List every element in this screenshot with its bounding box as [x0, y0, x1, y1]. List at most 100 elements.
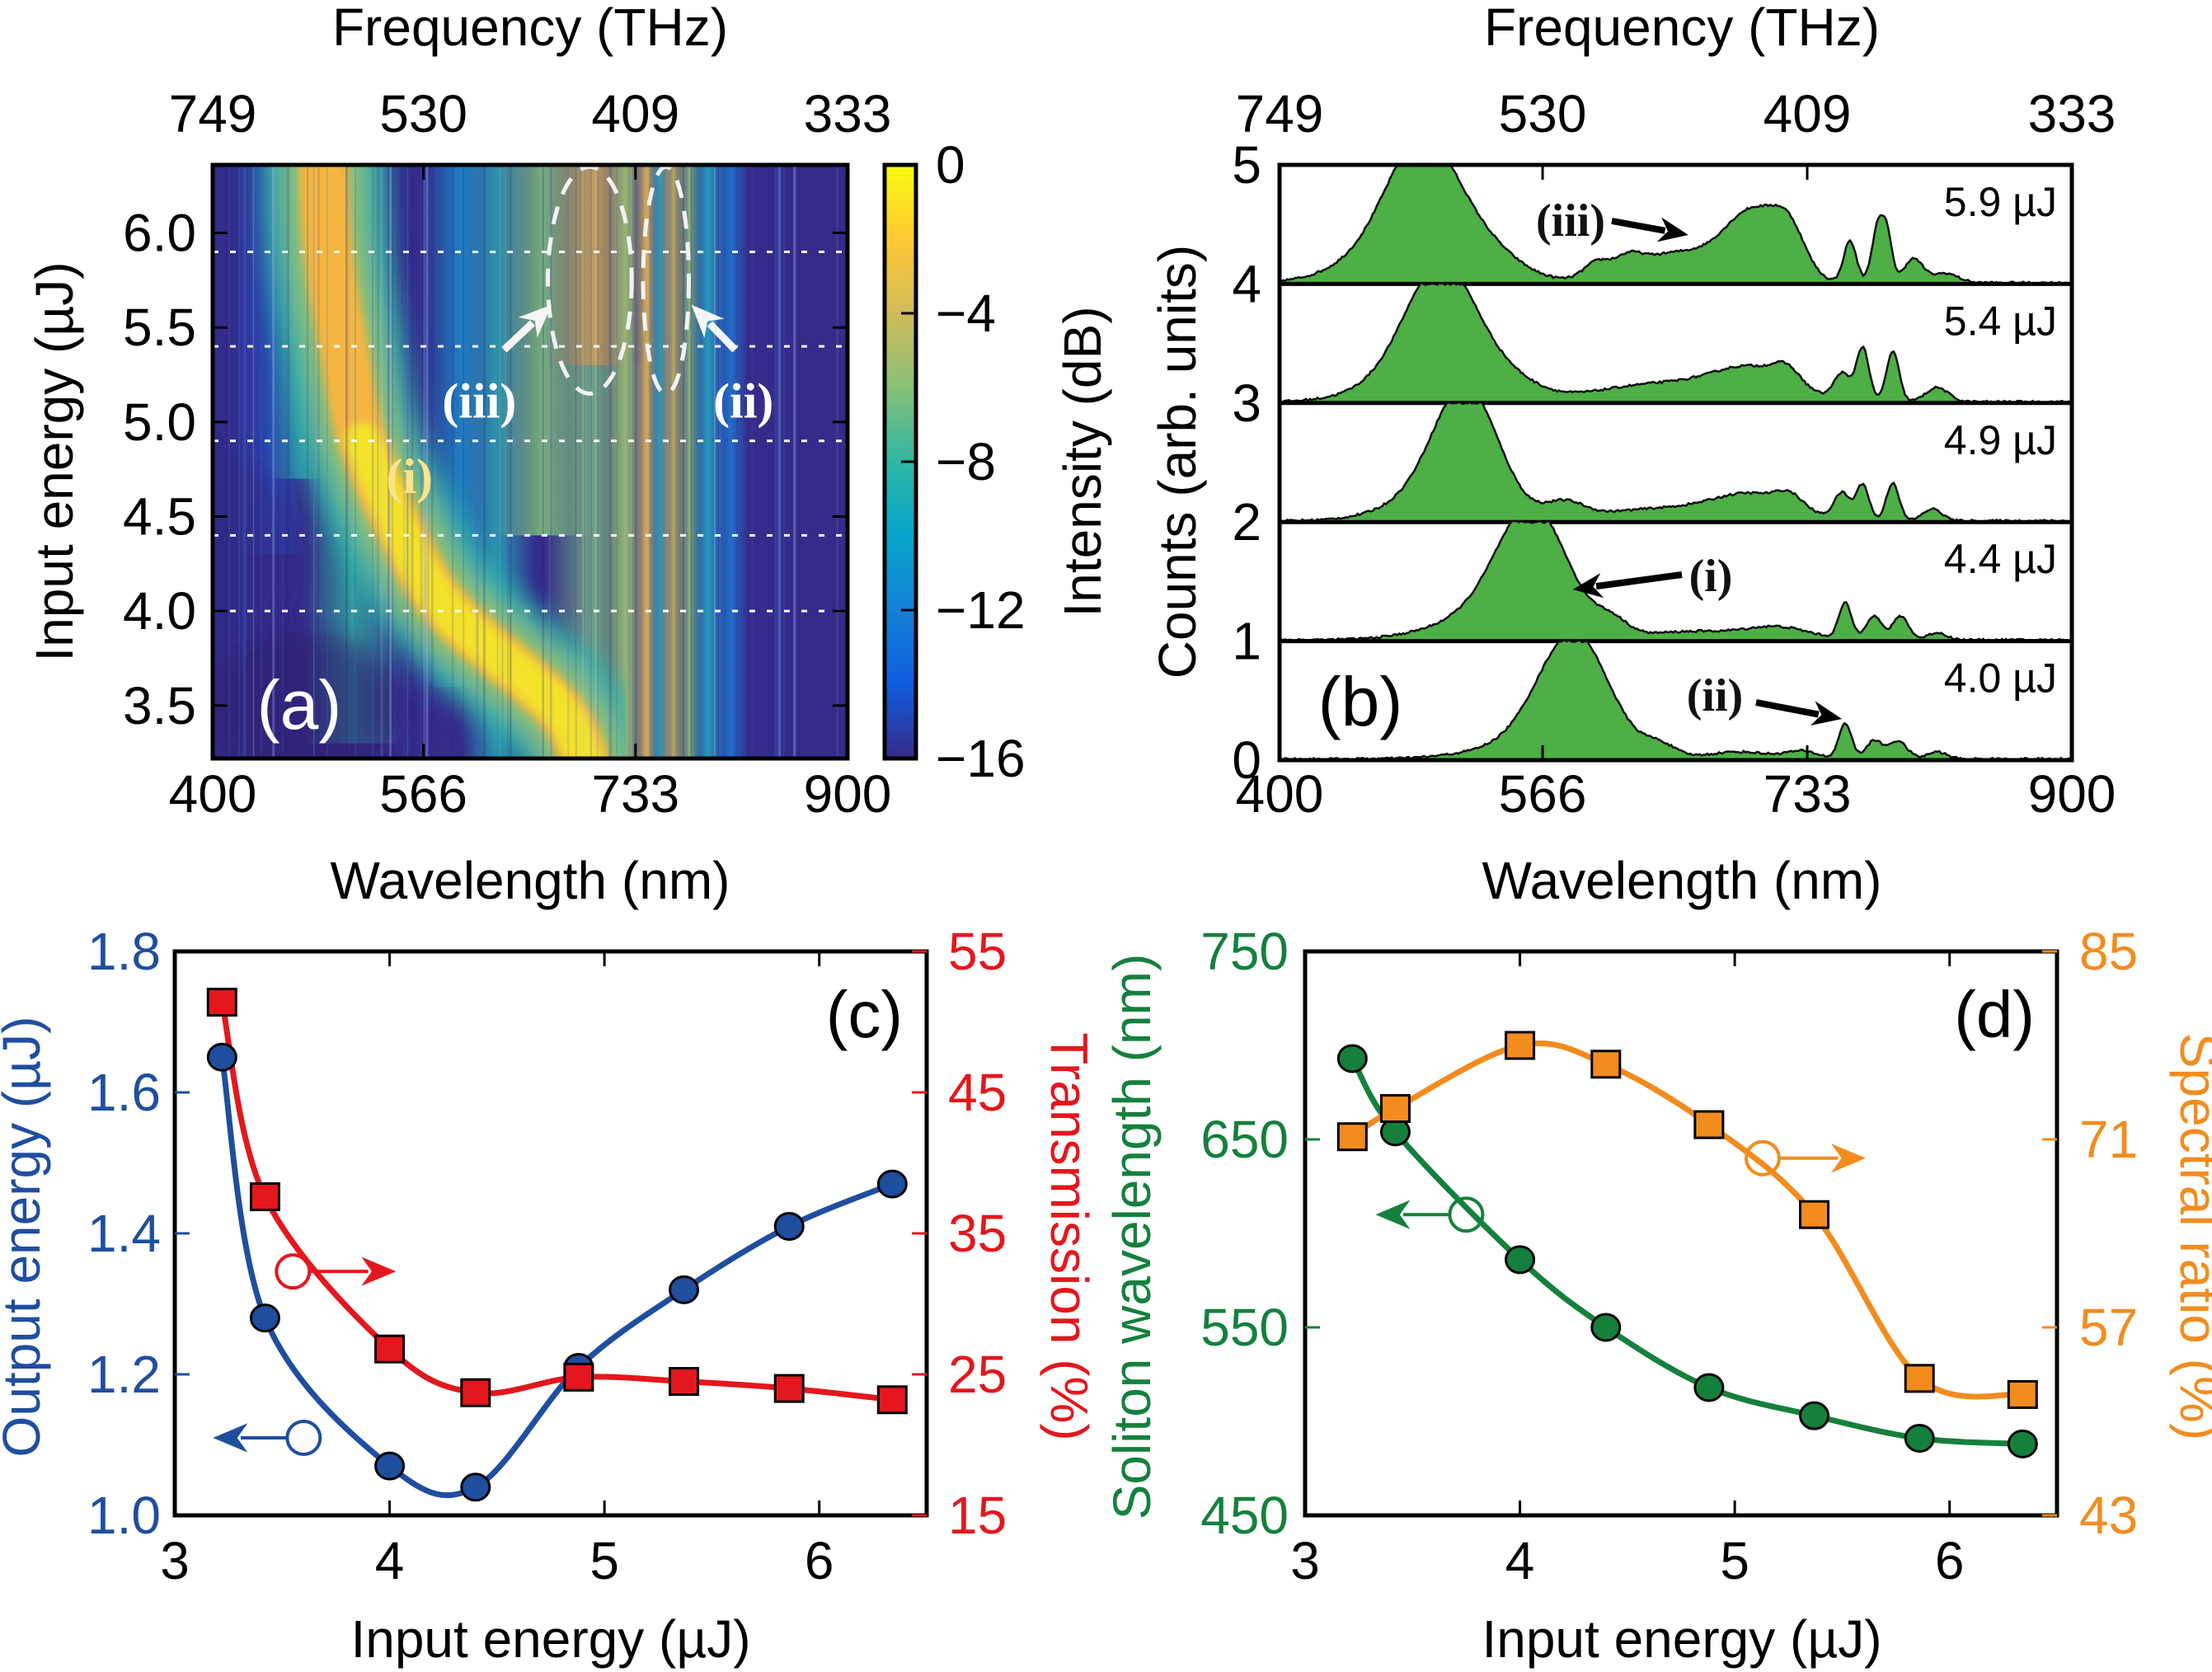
- annotation-label: (i): [386, 449, 433, 504]
- annotation-arrow-head: [691, 304, 725, 339]
- x-tick-label: 3: [1290, 1531, 1320, 1590]
- y-tick-label: 650: [1200, 1110, 1289, 1169]
- data-point-square: [374, 1334, 406, 1364]
- data-point-circle: [669, 1275, 700, 1304]
- data-point-circle: [1799, 1401, 1830, 1430]
- colorbar-title: Intensity (dB): [1053, 306, 1112, 617]
- series-label: 4.9 µJ: [1944, 417, 2057, 463]
- y-tick-label: 4.0: [123, 581, 196, 641]
- spectrum-fill: [1280, 402, 2072, 523]
- panel-d-ticks: 3 4 5 6 450 550 650 750 43 57 71 85: [1200, 922, 2138, 1590]
- x2-tick-label: 409: [1763, 84, 1852, 143]
- x-tick-label: 6: [1935, 1531, 1965, 1590]
- x-tick-label: 5: [1720, 1531, 1749, 1590]
- x-tick-label: 400: [169, 764, 257, 824]
- panel-c-x-axis-title: Input energy (µJ): [350, 1609, 750, 1669]
- y-tick-label: 1.4: [87, 1204, 161, 1263]
- annotation-arrow-head: [518, 304, 552, 338]
- data-point-circle: [460, 1472, 491, 1502]
- energy-guide-lines: [213, 250, 848, 613]
- colorbar-tick-label: −12: [936, 580, 1026, 640]
- data-point-square: [206, 988, 237, 1017]
- data-point-circle: [374, 1451, 406, 1481]
- axis-indicator-arrow-head: [1831, 1144, 1867, 1173]
- series-label: 4.0 µJ: [1944, 655, 2057, 702]
- annotation-arrows: [501, 304, 738, 353]
- heatmap-noise: [226, 165, 838, 759]
- x2-tick-label: 749: [1236, 84, 1324, 143]
- y-tick-label: 3.5: [123, 676, 196, 735]
- axis-indicator-circle: [275, 1253, 312, 1290]
- annotation-label: (ii): [713, 373, 773, 428]
- dark-pocket: [213, 631, 401, 759]
- colorbar-tick-label: −16: [936, 729, 1026, 788]
- annotation-arrow-head: [1810, 701, 1843, 726]
- series-line: [1350, 1057, 2023, 1447]
- series-label: 5.9 µJ: [1944, 179, 2057, 225]
- panel-a-annotations: (i)(iii) (ii): [386, 373, 773, 504]
- series-label: 5.4 µJ: [1944, 298, 2057, 344]
- axis-indicator-arrow-head: [1375, 1200, 1411, 1229]
- data-point-square: [249, 1182, 280, 1212]
- x2-tick-label: 333: [804, 84, 892, 143]
- panel-b-spectra: 400 749 566 530 733 409 900 333 0 1 2 3 4 5 5.9 µJ 5.4…: [1148, 0, 2116, 910]
- axis-indicator-circle: [285, 1419, 322, 1456]
- x-tick-label: 566: [379, 764, 467, 824]
- y-tick-label: 2: [1232, 492, 1261, 552]
- y-tick-label: 1.6: [87, 1063, 161, 1122]
- data-point-square: [1693, 1110, 1725, 1139]
- soliton-band-core-yellow: [344, 422, 603, 759]
- panel-d-label: (d): [1954, 978, 2035, 1051]
- y-tick-label: 0: [1232, 730, 1261, 790]
- annotation-arrow-head: [1572, 573, 1604, 599]
- spectrum-line: [1279, 519, 2071, 642]
- panel-c-plot: [206, 988, 908, 1502]
- panel-a-frequency-axis-title: Frequency (THz): [332, 0, 728, 57]
- panel-d-frame: [1303, 949, 2059, 1518]
- y-tick-label: 1.8: [87, 922, 161, 981]
- y2-tick-label: 35: [948, 1204, 1007, 1263]
- data-point-circle: [773, 1211, 805, 1241]
- y-tick-label: 4.5: [123, 486, 196, 546]
- y-tick-label: 3: [1232, 373, 1261, 433]
- y-tick-label: 1.2: [87, 1345, 161, 1404]
- data-point-square: [1379, 1094, 1411, 1124]
- data-point-square: [1336, 1122, 1368, 1152]
- x-tick-label: 6: [805, 1531, 834, 1590]
- x2-tick-label: 333: [2028, 84, 2116, 143]
- panel-d-plot: [1336, 1031, 2038, 1458]
- panel-a-frame: [210, 162, 850, 761]
- dark-pocket: [213, 455, 290, 654]
- spectrum-fill: [1280, 283, 2072, 403]
- panel-a-energy-axis-title: Input energy (µJ): [25, 261, 84, 661]
- data-point-circle: [2007, 1429, 2038, 1458]
- panel-b-label: (b): [1318, 663, 1403, 740]
- y-tick-label: 1: [1232, 612, 1261, 671]
- x-tick-label: 4: [1505, 1531, 1535, 1590]
- panel-b-frame: [1277, 162, 2074, 763]
- y-tick-label: 450: [1200, 1486, 1289, 1545]
- y2-tick-label: 85: [2079, 922, 2138, 981]
- spectra-traces: [1279, 162, 2072, 761]
- series-line: [1350, 1040, 2023, 1400]
- data-point-circle: [206, 1042, 237, 1072]
- series-line: [218, 1001, 893, 1403]
- data-point-circle: [1336, 1044, 1368, 1073]
- y-tick-label: 6.0: [123, 204, 196, 263]
- data-point-square: [2007, 1379, 2038, 1409]
- panel-c-left-axis-title: Output energy (µJ): [0, 1017, 51, 1458]
- data-point-circle: [1693, 1373, 1725, 1402]
- spectrum-fill: [1280, 520, 2072, 641]
- panel-d-soliton-wavelength: 3 4 5 6 450 550 650 750 43 57 71 85 (d) Input energ…: [1102, 922, 2212, 1669]
- colorbar-ticks: 0 −4 −8 −12 −16: [901, 135, 1026, 788]
- colorbar-tick-label: −4: [936, 284, 996, 343]
- x2-tick-label: 530: [379, 84, 467, 143]
- x-tick-label: 566: [1499, 764, 1587, 824]
- x-tick-label: 5: [589, 1531, 619, 1590]
- data-point-circle: [249, 1303, 280, 1333]
- series-label: 4.4 µJ: [1944, 536, 2057, 582]
- panel-d-right-axis-title: Spectral ratio (%): [2169, 1033, 2212, 1440]
- data-point-square: [1799, 1200, 1830, 1229]
- annotation-arrow-shaft: [1755, 699, 1820, 718]
